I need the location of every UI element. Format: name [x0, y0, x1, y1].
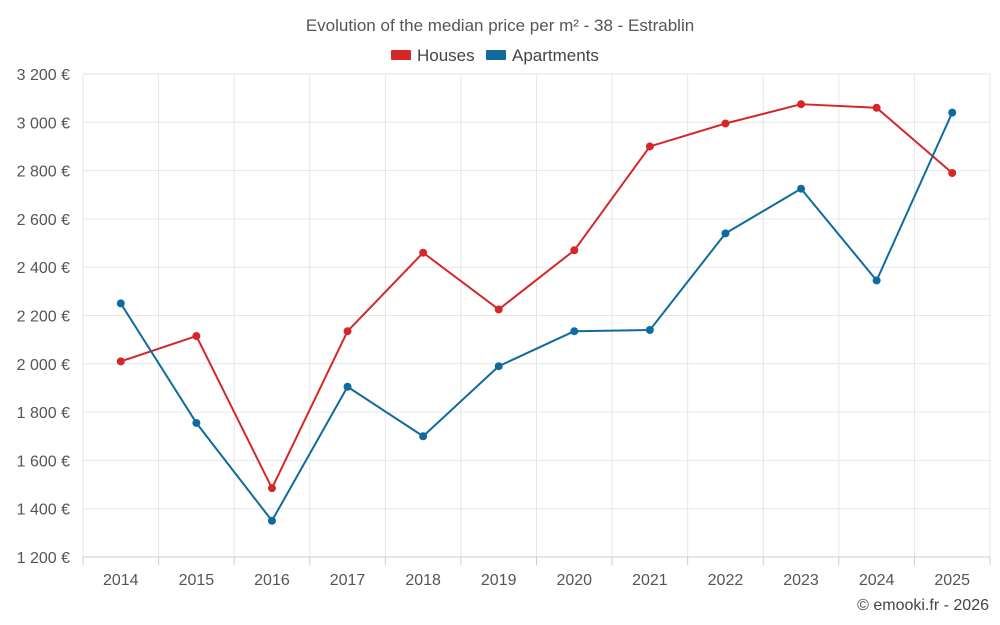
data-point-houses[interactable]	[419, 248, 428, 257]
y-tick-label: 1 200 €	[17, 550, 70, 567]
data-point-apartments[interactable]	[872, 276, 881, 285]
y-tick-label: 3 000 €	[17, 115, 70, 132]
y-tick-label: 2 400 €	[17, 260, 70, 277]
data-point-houses[interactable]	[797, 100, 806, 109]
data-point-houses[interactable]	[570, 246, 579, 255]
y-tick-label: 1 800 €	[17, 405, 70, 422]
x-tick-label: 2023	[783, 572, 819, 589]
y-tick-label: 2 000 €	[17, 357, 70, 374]
legend: Houses Apartments	[391, 46, 599, 65]
x-tick-label: 2019	[481, 572, 517, 589]
series	[116, 100, 957, 525]
data-point-houses[interactable]	[721, 119, 730, 128]
legend-item-houses[interactable]: Houses	[391, 46, 475, 65]
data-point-apartments[interactable]	[797, 184, 806, 193]
data-point-apartments[interactable]	[645, 325, 654, 334]
series-line-houses	[120, 103, 953, 490]
x-tick-label: 2014	[103, 572, 139, 589]
data-point-houses[interactable]	[872, 103, 881, 112]
series-houses	[116, 100, 957, 493]
y-tick-label: 1 600 €	[17, 453, 70, 470]
credit-text: © emooki.fr - 2026	[857, 597, 989, 614]
legend-label-apartments: Apartments	[512, 46, 599, 65]
x-tick-label: 2016	[254, 572, 290, 589]
x-tick-label: 2025	[934, 572, 970, 589]
data-point-apartments[interactable]	[721, 229, 730, 238]
legend-swatch-apartments	[486, 50, 506, 60]
series-line-apartments	[119, 112, 954, 522]
y-tick-label: 3 200 €	[17, 67, 70, 84]
data-point-houses[interactable]	[645, 142, 654, 151]
grid	[82, 73, 991, 557]
y-axis: 1 200 € 1 400 € 1 600 € 1 800 € 2 000 € 2 200…	[17, 67, 70, 567]
data-point-apartments[interactable]	[192, 418, 201, 427]
x-tick-label: 2021	[632, 572, 668, 589]
x-tick-label: 2024	[859, 572, 895, 589]
legend-label-houses: Houses	[417, 46, 475, 65]
data-point-apartments[interactable]	[419, 432, 428, 441]
data-point-houses[interactable]	[343, 327, 352, 336]
x-tick-label: 2017	[330, 572, 366, 589]
legend-swatch-houses	[391, 50, 411, 60]
y-tick-label: 2 600 €	[17, 212, 70, 229]
data-point-houses[interactable]	[267, 484, 276, 493]
chart-title: Evolution of the median price per m² - 3…	[306, 16, 694, 35]
x-tick-label: 2018	[405, 572, 441, 589]
y-tick-label: 2 200 €	[17, 309, 70, 326]
x-tick-label: 2020	[556, 572, 592, 589]
data-point-apartments[interactable]	[267, 516, 276, 525]
data-point-apartments[interactable]	[570, 327, 579, 336]
data-point-apartments[interactable]	[948, 108, 957, 117]
data-point-houses[interactable]	[192, 332, 201, 341]
data-point-houses[interactable]	[494, 305, 503, 314]
series-apartments	[116, 108, 957, 525]
data-point-houses[interactable]	[948, 169, 957, 178]
data-point-apartments[interactable]	[494, 362, 503, 371]
y-tick-label: 2 800 €	[17, 164, 70, 181]
data-point-apartments[interactable]	[116, 299, 125, 308]
data-point-apartments[interactable]	[343, 382, 352, 391]
x-tick-label: 2015	[179, 572, 215, 589]
x-axis: 2014 2015 2016 2017 2018 2019 2020 2021 2022 2023…	[82, 556, 991, 589]
x-tick-label: 2022	[708, 572, 744, 589]
data-point-houses[interactable]	[116, 357, 125, 366]
legend-item-apartments[interactable]: Apartments	[486, 46, 599, 65]
y-tick-label: 1 400 €	[17, 502, 70, 519]
